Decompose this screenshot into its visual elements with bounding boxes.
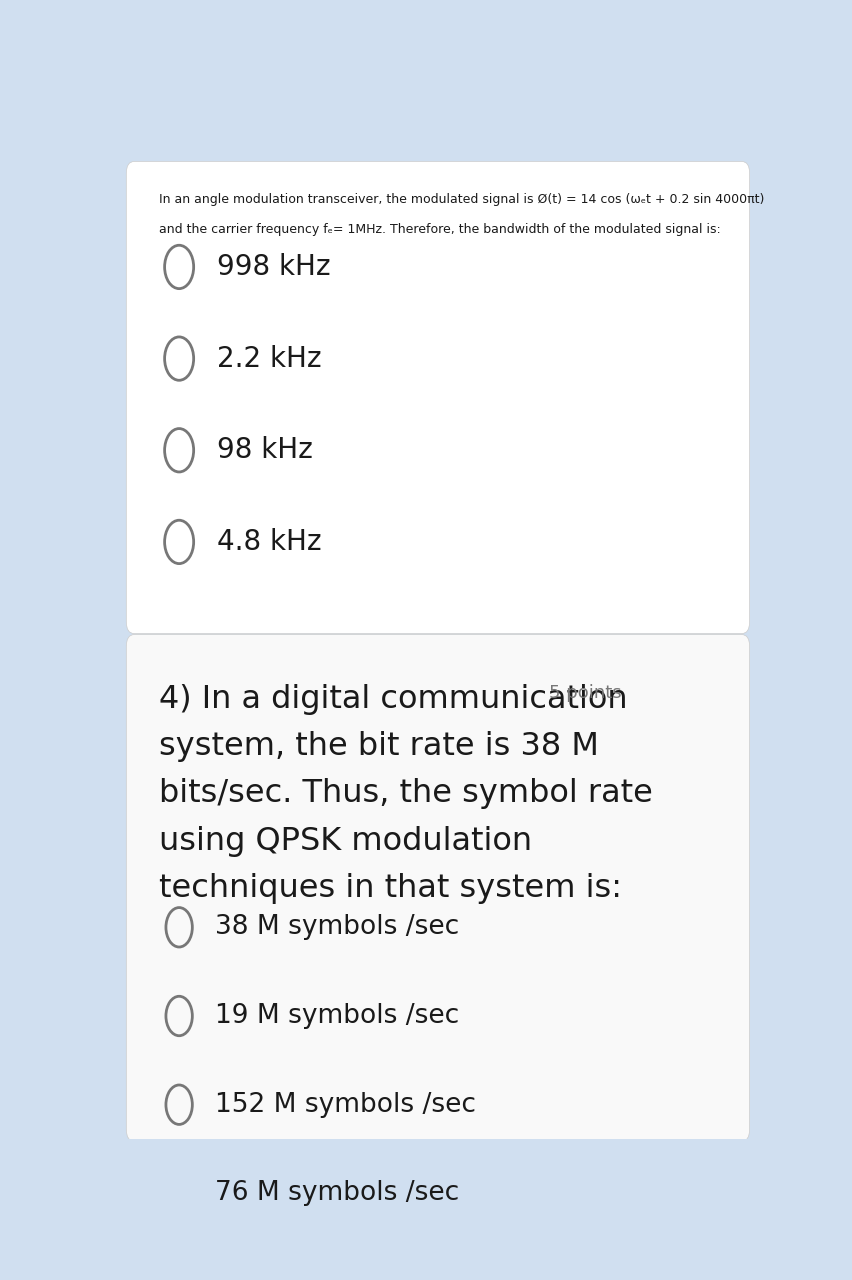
Text: 19 M symbols /sec: 19 M symbols /sec (216, 1004, 460, 1029)
Text: 998 kHz: 998 kHz (217, 253, 331, 280)
FancyBboxPatch shape (126, 161, 750, 634)
Text: In an angle modulation transceiver, the modulated signal is Ø(t) = 14 cos (ωₑt +: In an angle modulation transceiver, the … (159, 193, 765, 206)
Text: 76 M symbols /sec: 76 M symbols /sec (216, 1180, 460, 1207)
Text: 4) In a digital communication: 4) In a digital communication (159, 684, 628, 714)
Text: using QPSK modulation: using QPSK modulation (159, 826, 532, 856)
Text: and the carrier frequency fₑ= 1MHz. Therefore, the bandwidth of the modulated si: and the carrier frequency fₑ= 1MHz. Ther… (159, 223, 721, 236)
Text: 2.2 kHz: 2.2 kHz (217, 344, 322, 372)
Text: techniques in that system is:: techniques in that system is: (159, 873, 622, 904)
Text: system, the bit rate is 38 M: system, the bit rate is 38 M (159, 731, 599, 762)
FancyBboxPatch shape (126, 635, 750, 1142)
Text: bits/sec. Thus, the symbol rate: bits/sec. Thus, the symbol rate (159, 778, 653, 809)
Text: 152 M symbols /sec: 152 M symbols /sec (216, 1092, 476, 1117)
Text: 4.8 kHz: 4.8 kHz (217, 527, 322, 556)
Text: 5 points: 5 points (549, 684, 621, 701)
Text: 98 kHz: 98 kHz (217, 436, 314, 465)
Text: 38 M symbols /sec: 38 M symbols /sec (216, 914, 460, 941)
